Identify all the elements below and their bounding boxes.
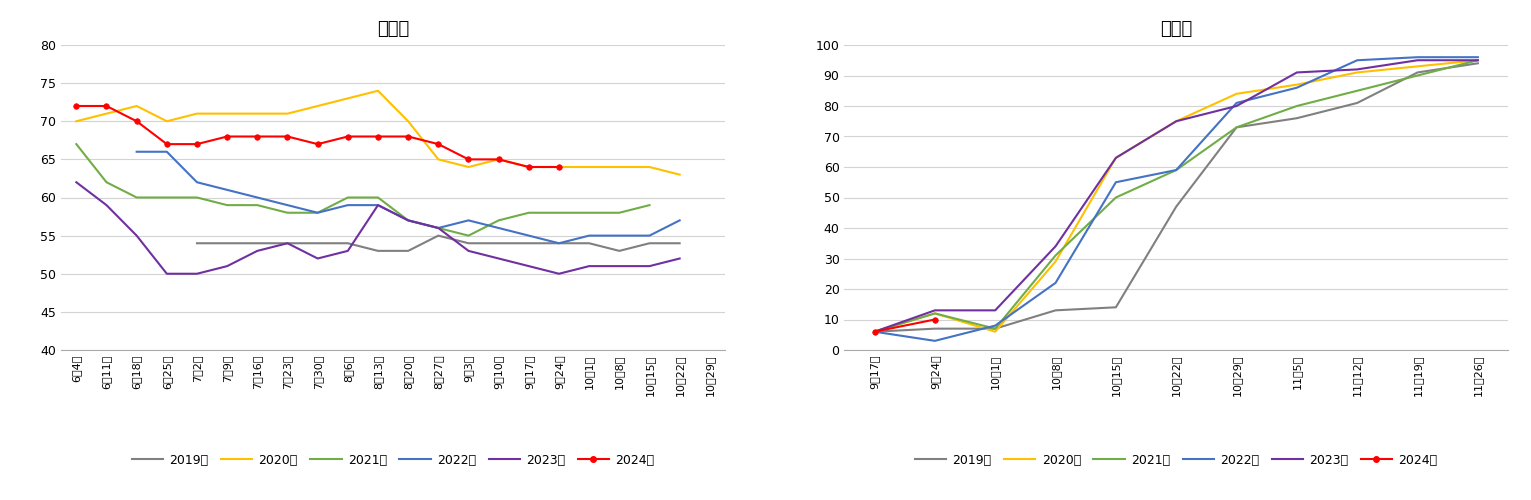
Legend: 2019年, 2020年, 2021年, 2022年, 2023年, 2024年: 2019年, 2020年, 2021年, 2022年, 2023年, 2024年 <box>127 449 660 472</box>
Legend: 2019年, 2020年, 2021年, 2022年, 2023年, 2024年: 2019年, 2020年, 2021年, 2022年, 2023年, 2024年 <box>909 449 1442 472</box>
Title: 优良率: 优良率 <box>377 20 409 38</box>
Title: 收割率: 收割率 <box>1160 20 1193 38</box>
